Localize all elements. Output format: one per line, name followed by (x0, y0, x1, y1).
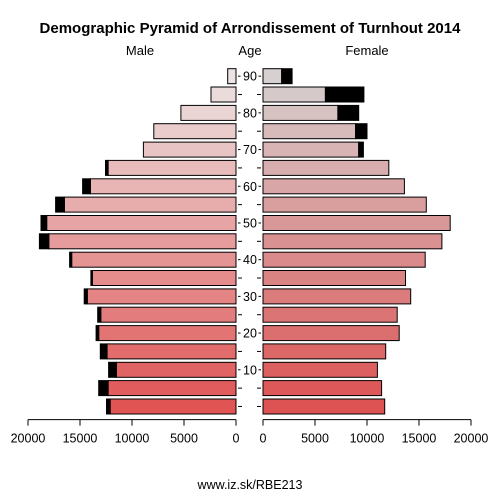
age-tick-label-40: 40 (243, 253, 257, 267)
male-excess-5-9 (98, 380, 109, 397)
female-label: Female (345, 43, 388, 58)
age-label-bg-50 (240, 215, 259, 230)
male-bar-25-29 (100, 306, 237, 323)
male-excess-65-69 (105, 159, 109, 176)
age-tick-label-30: 30 (243, 290, 257, 304)
female-excess-85-89 (324, 86, 365, 103)
female-x-tick-label-15000: 15000 (402, 432, 437, 446)
age-label: Age (238, 43, 261, 58)
male-excess-55-59 (55, 196, 65, 213)
male-excess-30-34 (83, 288, 88, 305)
age-label-bg-60 (240, 179, 259, 194)
age-tick-label-90: 90 (243, 70, 257, 84)
age-label-bg-80 (240, 105, 259, 120)
female-bar-65-69 (262, 159, 390, 176)
male-excess-15-19 (99, 343, 108, 360)
age-label-bg-20 (240, 326, 259, 341)
age-label-bg-30 (240, 289, 259, 304)
female-bar-30-34 (262, 288, 412, 305)
male-bar-80-84 (180, 104, 237, 121)
female-bar-75-79 (262, 123, 357, 140)
female-excess-90+ (281, 68, 293, 85)
male-bar-35-39 (92, 270, 237, 286)
female-excess-80-84 (337, 104, 360, 121)
male-x-tick-label-15000: 15000 (63, 432, 98, 446)
male-excess-60-64 (82, 178, 91, 195)
male-x-tick-label-0: 0 (233, 432, 240, 446)
male-excess-25-29 (97, 306, 102, 323)
female-bar-55-59 (262, 196, 427, 213)
male-label: Male (126, 43, 154, 58)
female-bar-60-64 (262, 178, 405, 195)
male-excess-35-39 (90, 270, 94, 286)
female-bar-45-49 (262, 233, 443, 250)
male-bar-75-79 (153, 123, 237, 140)
chart-title: Demographic Pyramid of Arrondissement of… (40, 20, 462, 37)
female-bar-70-74 (262, 141, 360, 158)
male-bar-5-9 (107, 380, 237, 397)
female-bar-90+ (262, 68, 283, 85)
female-excess-70-74 (358, 141, 364, 158)
male-x-tick-label-20000: 20000 (11, 432, 46, 446)
female-x-tick-label-0: 0 (260, 432, 267, 446)
male-bar-15-19 (106, 343, 237, 360)
male-bar-50-54 (46, 215, 237, 231)
age-tick-label-70: 70 (243, 143, 257, 157)
male-x-axis: 20000 15000 10000 5000 0 (11, 419, 240, 446)
female-bar-10-14 (262, 361, 378, 378)
male-bar-0-4 (109, 398, 237, 415)
male-bar-60-64 (89, 178, 237, 195)
male-bar-10-14 (115, 361, 237, 378)
male-excess-40-44 (69, 251, 73, 268)
male-bar-90+ (227, 68, 237, 85)
female-bar-35-39 (262, 270, 406, 286)
male-bar-70-74 (142, 141, 237, 158)
female-x-tick-label-5000: 5000 (301, 432, 329, 446)
age-label-bg-10 (240, 362, 259, 377)
female-bars (262, 68, 451, 415)
male-bar-20-24 (98, 325, 237, 342)
female-bar-5-9 (262, 380, 383, 397)
female-bar-85-89 (262, 86, 326, 103)
age-label-bg-40 (240, 252, 259, 267)
male-excess-45-49 (38, 233, 50, 250)
male-excess-20-24 (95, 325, 100, 342)
male-x-tick-label-5000: 5000 (170, 432, 198, 446)
age-label-bg-70 (240, 142, 259, 157)
age-tick-label-80: 80 (243, 106, 257, 120)
female-bar-50-54 (262, 215, 451, 231)
age-axis: 10 20 30 40 50 60 70 80 90 (236, 67, 261, 416)
age-tick-label-50: 50 (243, 216, 257, 230)
male-bar-65-69 (107, 159, 237, 176)
female-excess-75-79 (355, 123, 368, 140)
male-excess-0-4 (106, 398, 111, 415)
female-bar-20-24 (262, 325, 400, 342)
female-bar-40-44 (262, 251, 426, 268)
male-excess-10-14 (108, 361, 117, 378)
female-x-tick-label-20000: 20000 (454, 432, 489, 446)
male-bar-45-49 (48, 233, 237, 250)
age-label-bg-90 (240, 69, 259, 84)
male-bar-85-89 (210, 86, 237, 103)
source-label: www.iz.sk/RBE213 (197, 478, 303, 492)
female-bar-15-19 (262, 343, 387, 360)
male-bar-55-59 (63, 196, 237, 213)
female-bar-0-4 (262, 398, 386, 415)
female-x-tick-label-10000: 10000 (350, 432, 385, 446)
age-tick-label-60: 60 (243, 180, 257, 194)
female-x-axis: 0 5000 10000 15000 20000 (260, 419, 489, 446)
male-excess-50-54 (40, 215, 48, 231)
male-bar-40-44 (71, 251, 237, 268)
age-tick-label-20: 20 (243, 327, 257, 341)
male-bar-30-34 (86, 288, 237, 305)
female-bar-25-29 (262, 306, 398, 323)
female-bar-80-84 (262, 104, 339, 121)
male-x-tick-label-10000: 10000 (115, 432, 150, 446)
male-bars (38, 68, 237, 415)
age-tick-label-10: 10 (243, 363, 257, 377)
